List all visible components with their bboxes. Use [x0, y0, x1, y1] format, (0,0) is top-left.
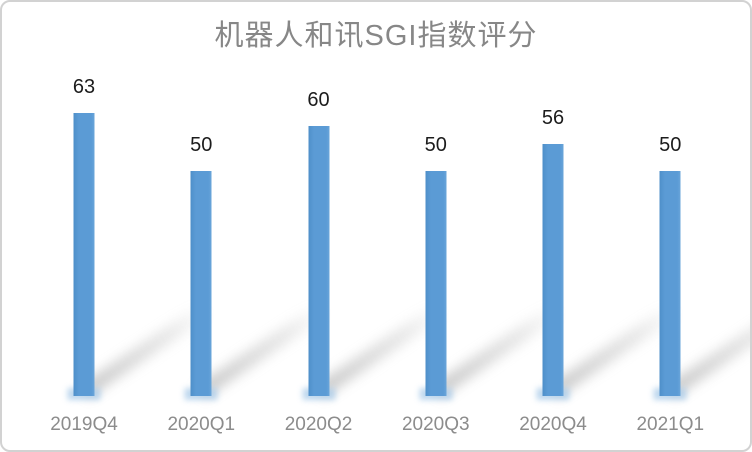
bar-value-label: 50	[190, 134, 213, 156]
bar	[190, 171, 212, 396]
x-axis-label: 2019Q4	[50, 414, 118, 435]
bar-group: 56 2020Q4	[493, 2, 680, 450]
bar	[425, 171, 447, 396]
x-axis-label: 2020Q3	[401, 414, 470, 435]
bar-group: 60 2020Q2	[259, 2, 446, 450]
chart-title: 机器人和讯SGI指数评分	[214, 20, 538, 52]
bar-group: 63 2019Q4	[24, 2, 211, 450]
bar-value-label: 50	[659, 134, 682, 156]
bar	[542, 144, 564, 396]
bar	[308, 126, 330, 396]
bar-value-label: 50	[424, 134, 447, 156]
bar	[659, 171, 681, 396]
x-axis-label: 2020Q4	[519, 414, 587, 435]
bar-group: 50 2020Q1	[141, 2, 328, 450]
bar-group: 50 2021Q1	[610, 2, 750, 450]
x-axis-label: 2020Q1	[167, 414, 236, 435]
bar-value-label: 60	[307, 89, 330, 111]
bar-group: 50 2020Q3	[376, 2, 563, 450]
x-axis-label: 2021Q1	[636, 414, 705, 435]
x-axis-label: 2020Q2	[284, 414, 353, 435]
bar-value-label: 63	[72, 75, 96, 98]
bar-value-label: 56	[541, 107, 565, 129]
bar	[73, 112, 95, 396]
